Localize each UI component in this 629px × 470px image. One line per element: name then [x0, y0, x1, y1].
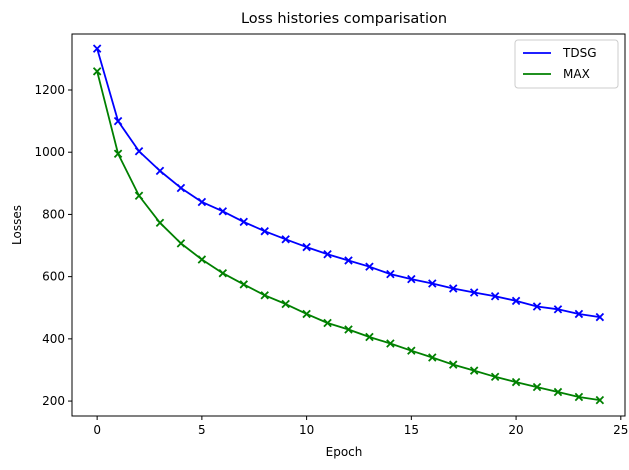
point-tdsg-17 — [448, 284, 458, 293]
point-max-18 — [469, 366, 479, 375]
y-tick-label-1200: 1200 — [34, 83, 65, 97]
point-tdsg-8 — [260, 226, 269, 236]
point-tdsg-15 — [407, 274, 416, 284]
point-max-2 — [134, 191, 144, 200]
point-tdsg-0 — [92, 44, 102, 53]
point-tdsg-5 — [197, 197, 207, 207]
y-axis-title: Losses — [10, 205, 24, 245]
point-tdsg-4 — [176, 183, 186, 193]
point-tdsg-14 — [386, 269, 395, 279]
x-tick-label-15: 15 — [404, 423, 419, 437]
point-max-24 — [595, 395, 605, 405]
point-tdsg-6 — [218, 207, 228, 216]
point-tdsg-23 — [574, 309, 584, 319]
plot-area — [92, 44, 605, 405]
x-tick-label-5: 5 — [198, 423, 206, 437]
y-tick-label-800: 800 — [42, 207, 65, 221]
point-max-9 — [281, 299, 290, 309]
point-tdsg-2 — [134, 147, 144, 156]
legend-box — [514, 39, 619, 89]
chart-title: Loss histories comparisation — [241, 11, 447, 27]
axes: 0 5 10 15 20 25 200 400 600 800 1000 1200 — [34, 83, 628, 437]
point-max-15 — [407, 346, 416, 355]
point-max-4 — [176, 239, 186, 248]
point-max-22 — [553, 387, 563, 397]
point-max-0 — [92, 67, 102, 76]
point-max-1 — [113, 149, 123, 159]
point-tdsg-7 — [239, 217, 249, 227]
point-tdsg-3 — [155, 166, 165, 176]
series-line-max — [96, 71, 600, 402]
x-tick-label-25: 25 — [613, 423, 628, 437]
point-max-19 — [490, 372, 500, 382]
y-tick-label-600: 600 — [42, 270, 65, 284]
point-max-13 — [365, 332, 374, 342]
point-max-5 — [197, 255, 207, 264]
y-tick-label-200: 200 — [42, 394, 65, 408]
x-axis-title: Epoch — [326, 445, 363, 459]
y-tick-label-1000: 1000 — [34, 145, 65, 159]
point-tdsg-18 — [469, 288, 479, 297]
point-tdsg-12 — [344, 256, 353, 265]
point-max-11 — [323, 318, 332, 328]
point-tdsg-1 — [113, 116, 123, 126]
point-tdsg-11 — [323, 250, 332, 259]
point-tdsg-9 — [281, 235, 290, 244]
x-tick-label-10: 10 — [299, 423, 314, 437]
x-tick-label-0: 0 — [93, 423, 101, 437]
point-tdsg-24 — [595, 312, 605, 322]
point-max-10 — [302, 309, 311, 319]
point-tdsg-22 — [553, 305, 563, 314]
point-max-12 — [344, 325, 353, 334]
point-max-8 — [260, 291, 269, 300]
point-tdsg-20 — [511, 296, 521, 306]
point-max-16 — [428, 353, 437, 362]
point-max-21 — [532, 382, 542, 392]
series-line-tdsg — [96, 48, 600, 318]
point-max-20 — [511, 377, 521, 387]
y-tick-label-400: 400 — [42, 332, 65, 346]
point-tdsg-21 — [532, 302, 542, 311]
point-tdsg-16 — [428, 279, 437, 288]
plot-frame — [71, 33, 626, 417]
point-max-7 — [239, 280, 249, 289]
x-tick-label-20: 20 — [508, 423, 523, 437]
point-max-6 — [218, 268, 228, 278]
point-max-14 — [386, 339, 395, 348]
legend: TDSG MAX — [514, 39, 619, 89]
point-max-17 — [448, 360, 458, 369]
point-tdsg-19 — [490, 291, 500, 301]
legend-label-max: MAX — [563, 67, 590, 81]
point-max-23 — [574, 392, 584, 402]
point-tdsg-10 — [302, 242, 311, 252]
point-max-3 — [155, 218, 165, 228]
point-tdsg-13 — [365, 262, 374, 271]
legend-label-tdsg: TDSG — [562, 46, 597, 60]
